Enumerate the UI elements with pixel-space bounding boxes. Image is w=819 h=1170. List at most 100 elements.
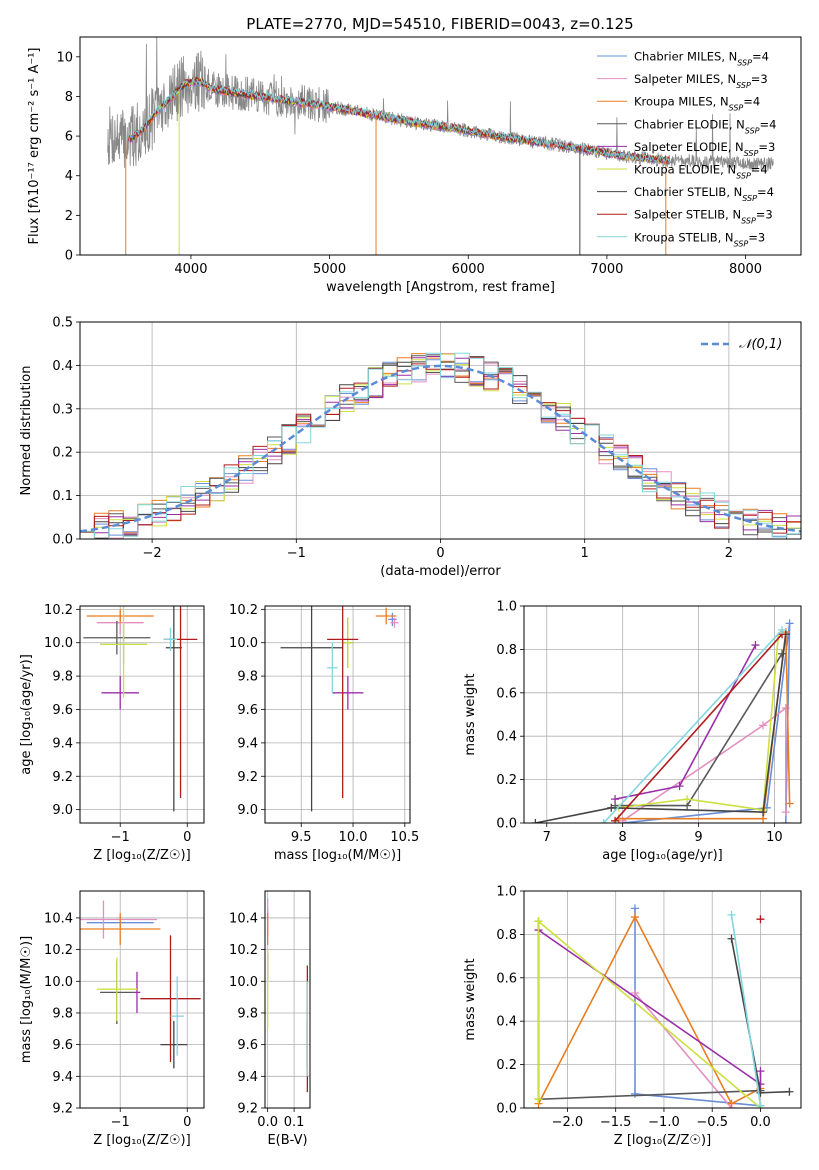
y-tick-label: 0.4 — [496, 1015, 517, 1030]
y-tick-label: 0.8 — [496, 928, 517, 943]
legend-count: =3 — [748, 230, 765, 244]
axes-residuals: −2 −1 0 1 2 0.0 0.1 0.2 0.3 0.4 0.5 (data-model)/er… — [19, 316, 802, 579]
y-tick-label: 0.1 — [52, 489, 73, 504]
legend-label: Chabrier MILES, NSSP=4 — [634, 50, 769, 68]
errorbar-point — [83, 621, 151, 655]
y-tick-label: 0.4 — [52, 359, 73, 374]
errorbar-point — [327, 606, 359, 798]
plus-marker — [756, 915, 765, 924]
weight-line — [535, 634, 787, 823]
y-tick-label: 0.0 — [496, 1102, 517, 1117]
y-tick-label: 9.2 — [52, 1102, 73, 1117]
axes-age-mass: 9.5 10.0 10.5 9.0 9.2 9.4 9.6 9.8 10.0 10.2 mass [… — [229, 603, 419, 863]
plus-marker — [756, 1101, 765, 1108]
axes-frame — [264, 605, 411, 824]
plot-area — [534, 904, 794, 1108]
legend-label: Salpeter MILES, NSSP=3 — [634, 72, 768, 90]
legend-label: Kroupa STELIB, NSSP=3 — [634, 230, 765, 248]
weight-series-4 — [534, 926, 765, 1089]
y-tick-label: 0.2 — [496, 1058, 517, 1073]
x-axis-label: Z [log₁₀(Z/Z☉)] — [614, 1133, 711, 1148]
y-axis-label: mass [log₁₀(M/M☉)] — [19, 936, 34, 1063]
y-tick-label: 1.0 — [496, 885, 517, 900]
y-axis-label: Flux [fλ10⁻¹⁷ erg cm⁻² s⁻¹ A⁻¹] — [27, 48, 42, 245]
errorbar-point — [327, 642, 338, 693]
x-tick-label: −2 — [143, 546, 162, 561]
x-tick-label: 1 — [581, 546, 589, 561]
y-tick-label: 9.8 — [52, 1006, 73, 1021]
y-tick-label: 0 — [65, 249, 73, 264]
x-tick-label: 8 — [619, 830, 627, 845]
errorbar-point — [133, 971, 141, 1013]
x-tick-label: 0 — [183, 1115, 191, 1130]
x-tick-label: −1.0 — [648, 1115, 680, 1130]
plus-marker — [778, 625, 787, 634]
x-tick-label: 10.0 — [339, 830, 368, 845]
y-tick-label: 9.6 — [237, 703, 258, 718]
y-tick-label: 9.4 — [52, 1070, 73, 1085]
y-tick-label: 9.2 — [237, 1102, 258, 1117]
legend-subscript: SSP — [737, 58, 752, 67]
errorbar-point — [80, 913, 161, 945]
x-tick-label: 8000 — [729, 262, 762, 277]
legend-count: =3 — [758, 140, 775, 154]
axes-weight-Z: −2.0 −1.5 −1.0 −0.5 0.0 0.0 0.2 0.4 0.6 0.8 1.0 Z [… — [463, 885, 802, 1148]
legend-label: Chabrier STELIB, NSSP=4 — [634, 185, 774, 203]
legend-count: =4 — [751, 163, 768, 177]
y-tick-label: 9.4 — [237, 736, 258, 751]
x-axis-label: E(B-V) — [267, 1133, 307, 1148]
axes-frame — [79, 36, 802, 256]
weight-series-7 — [756, 915, 765, 924]
legend-subscript: SSP — [734, 239, 749, 248]
y-tick-label: 10.2 — [44, 943, 73, 958]
x-tick-label: −0.5 — [696, 1115, 728, 1130]
plus-marker — [727, 934, 736, 943]
errorbar-point — [280, 606, 343, 812]
x-tick-label: −1 — [111, 830, 130, 845]
legend-label: Kroupa MILES, NSSP=4 — [634, 95, 760, 113]
y-tick-label: 0.4 — [496, 730, 517, 745]
weight-series-8 — [727, 910, 765, 1108]
axes-weight-age: 7 8 9 10 0.0 0.2 0.4 0.6 0.8 1.0 age [log₁₀(age/yr… — [463, 600, 802, 863]
plus-marker — [781, 808, 790, 817]
weight-line — [634, 992, 733, 1108]
plus-marker — [630, 913, 639, 922]
legend: 𝒩(0,1) — [701, 337, 782, 352]
plus-marker — [751, 641, 760, 650]
weight-line — [538, 929, 762, 1086]
grid-lines — [265, 606, 410, 823]
y-tick-label: 9.6 — [52, 703, 73, 718]
x-axis-label: Z [log₁₀(Z/Z☉)] — [93, 848, 190, 863]
y-tick-label: 2 — [65, 209, 73, 224]
axes-frame — [79, 321, 802, 540]
weight-line — [634, 908, 761, 1107]
y-tick-label: 9.6 — [237, 1038, 258, 1053]
x-tick-label: 9.5 — [291, 830, 312, 845]
y-tick-label: 10.4 — [44, 911, 73, 926]
legend-label: 𝒩(0,1) — [739, 337, 782, 352]
x-tick-label: 7 — [543, 830, 551, 845]
y-axis-label: mass weight — [463, 673, 478, 755]
legend-count: =4 — [760, 117, 777, 131]
y-tick-label: 10.0 — [44, 636, 73, 651]
x-tick-label: 0.0 — [750, 1115, 771, 1130]
plus-marker — [599, 819, 608, 823]
plus-marker — [785, 799, 794, 808]
legend-label: Chabrier ELODIE, NSSP=4 — [634, 117, 776, 135]
y-tick-label: 9.4 — [52, 736, 73, 751]
y-axis-label: Normed distribution — [19, 366, 34, 496]
x-axis-label: (data-model)/error — [380, 564, 501, 579]
plus-marker — [611, 816, 620, 823]
weight-series-8 — [599, 625, 787, 823]
errorbar-point — [332, 676, 364, 710]
x-axis-label: mass [log₁₀(M/M☉)] — [274, 848, 401, 863]
errorbar-point — [140, 935, 201, 1063]
y-tick-label: 9.8 — [237, 670, 258, 685]
axes-frame — [79, 605, 205, 824]
weight-line — [614, 633, 783, 822]
plus-marker — [759, 721, 768, 730]
legend-label: Kroupa ELODIE, NSSP=4 — [634, 163, 768, 181]
errorbar-point — [100, 606, 148, 698]
y-tick-label: 10.0 — [229, 975, 258, 990]
weight-line — [622, 706, 787, 822]
